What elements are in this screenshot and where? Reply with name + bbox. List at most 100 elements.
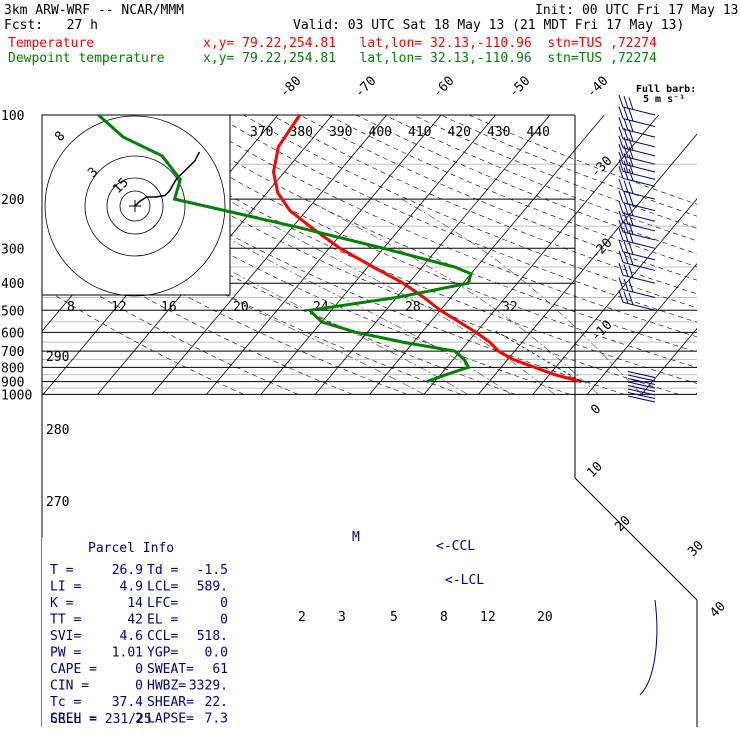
wind-barb-flag bbox=[623, 118, 629, 131]
dry-adiabat bbox=[384, 115, 697, 242]
pressure-tick-label: 700 bbox=[1, 345, 24, 360]
wind-barb-flag bbox=[623, 180, 629, 193]
wind-barb-flag bbox=[628, 181, 634, 194]
wind-barb-low bbox=[627, 381, 656, 389]
mixing-ratio-label: 20 bbox=[537, 610, 553, 625]
mixing-ratio-label: 3 bbox=[338, 610, 346, 625]
isotherm-label: 10 bbox=[584, 459, 606, 481]
parcel-value: 589. bbox=[197, 580, 228, 595]
wind-barb-flag bbox=[618, 277, 624, 290]
hodograph-ring bbox=[106, 177, 164, 235]
isotherm-line bbox=[532, 198, 697, 395]
mixing-ratio-label: 28 bbox=[405, 300, 421, 315]
dry-adiabat bbox=[271, 115, 697, 295]
parcel-value: 0.0 bbox=[205, 646, 228, 661]
theta-e-label: 280 bbox=[46, 423, 69, 438]
wind-barb-flag bbox=[618, 190, 624, 203]
wind-barb bbox=[622, 118, 656, 128]
wind-barb-flag bbox=[628, 265, 634, 278]
parcel-value: 22. bbox=[205, 695, 228, 710]
parcel-label: T = bbox=[50, 563, 74, 578]
isotherm-line bbox=[586, 263, 697, 395]
isotherm-label: -40 bbox=[584, 74, 611, 101]
lcl-marker: <-LCL bbox=[445, 573, 484, 588]
parcel-value: 4.9 bbox=[120, 580, 143, 595]
dry-adiabat bbox=[215, 115, 697, 323]
isotherm-label: 30 bbox=[685, 538, 707, 560]
theta-label: 410 bbox=[408, 125, 431, 140]
wind-barb-low bbox=[627, 388, 656, 396]
wind-barb bbox=[622, 212, 656, 222]
forecast-label: Fcst: 27 h bbox=[4, 18, 98, 33]
wind-barb-flag bbox=[623, 136, 629, 150]
dry-adiabat bbox=[42, 259, 299, 395]
temperature-profile bbox=[271, 115, 582, 384]
wind-barb bbox=[622, 289, 656, 298]
hodograph-ring bbox=[84, 155, 186, 257]
m-marker: M bbox=[352, 530, 360, 545]
temperature-location: x,y= 79.22,254.81 lat,lon= 32.13,-110.96… bbox=[203, 36, 657, 51]
moist-adiabat bbox=[306, 198, 599, 395]
pressure-tick-label: 100 bbox=[1, 109, 24, 124]
parcel-label: SWEAT= bbox=[147, 662, 194, 677]
wind-barb-flag bbox=[618, 290, 624, 303]
parcel-value: 0 bbox=[135, 662, 143, 677]
hodograph-ring bbox=[119, 190, 151, 222]
parcel-box bbox=[42, 537, 237, 727]
isotherm-label: -80 bbox=[277, 74, 304, 101]
wind-barb-flag bbox=[623, 160, 629, 173]
wind-barb-flag bbox=[618, 228, 624, 241]
wind-barb-low bbox=[627, 392, 656, 399]
parcel-value: 14 bbox=[127, 596, 143, 611]
dewpoint-legend-label: Dewpoint temperature bbox=[8, 51, 165, 66]
parcel-label: K = bbox=[50, 596, 74, 611]
isotherm-label: -30 bbox=[588, 154, 615, 181]
wind-barb-flag bbox=[618, 94, 624, 108]
wind-barb-flag bbox=[618, 144, 624, 157]
parcel-label: TT = bbox=[50, 613, 81, 628]
wind-barb-flag bbox=[618, 116, 624, 130]
parcel-cell: CELL = 231/25 bbox=[50, 712, 152, 727]
wind-barb-flag bbox=[623, 153, 629, 166]
wind-barb bbox=[622, 222, 656, 232]
theta-e-label: 290 bbox=[46, 350, 69, 365]
parcel-label: LI = bbox=[50, 580, 81, 595]
wind-barb-low bbox=[627, 378, 656, 385]
wind-barb bbox=[622, 239, 656, 249]
parcel-label: YGP= bbox=[147, 646, 178, 661]
wind-barb bbox=[622, 301, 656, 311]
wind-barb-flag bbox=[628, 168, 634, 181]
isotherm-label: -70 bbox=[352, 74, 379, 101]
wind-barb-flag bbox=[618, 210, 624, 224]
wind-barb-flag bbox=[618, 239, 624, 253]
parcel-label: CIN = bbox=[50, 679, 89, 694]
wind-barb bbox=[622, 231, 656, 241]
isotherm-line bbox=[478, 133, 697, 395]
wind-barb-flag bbox=[618, 263, 624, 276]
dry-adiabat bbox=[299, 115, 697, 281]
wind-barb-flag bbox=[623, 212, 629, 225]
parcel-value: 4.6 bbox=[120, 629, 143, 644]
wind-barb bbox=[622, 274, 656, 284]
wind-barb-flag bbox=[628, 252, 634, 266]
wind-barb-flag bbox=[628, 222, 634, 235]
dry-adiabat bbox=[327, 115, 697, 268]
wind-barb-flag bbox=[618, 219, 624, 233]
parcel-value: 2 bbox=[135, 712, 143, 727]
wind-barb-flag bbox=[628, 230, 634, 243]
parcel-label: LCL= bbox=[147, 580, 178, 595]
isotherm-label: 0 bbox=[588, 402, 604, 418]
wind-barb bbox=[622, 163, 656, 173]
pressure-tick-label: 300 bbox=[1, 242, 24, 257]
wind-barb-flag bbox=[628, 138, 634, 151]
isotherm-label: 20 bbox=[612, 513, 634, 535]
wind-barb-flag bbox=[628, 129, 634, 142]
parcel-label: CCL= bbox=[147, 629, 178, 644]
parcel-value: -1.5 bbox=[197, 563, 228, 578]
parcel-label: SREH = bbox=[50, 712, 97, 727]
wind-barb-flag bbox=[618, 201, 624, 214]
mixing-ratio-label: 8 bbox=[67, 300, 75, 315]
wind-barb-flag bbox=[618, 178, 624, 192]
parcel-label: HWBZ= bbox=[147, 679, 186, 694]
wind-barb-flag bbox=[618, 159, 624, 172]
